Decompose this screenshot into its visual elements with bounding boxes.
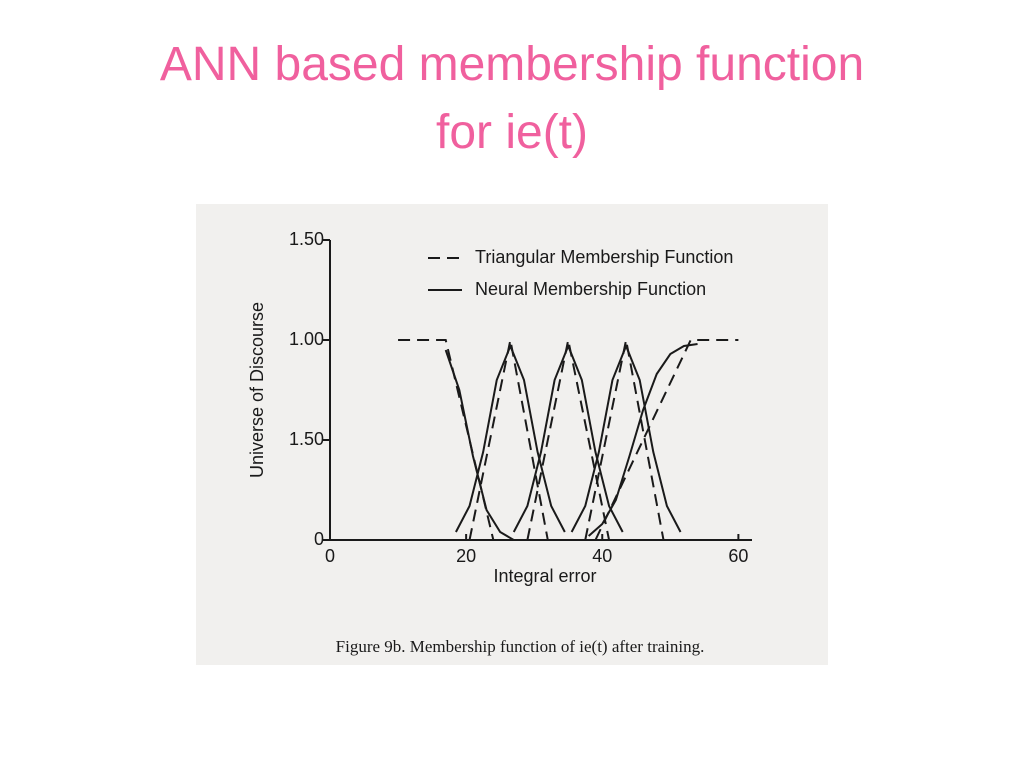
membership-curve (468, 339, 549, 541)
legend-label: Triangular Membership Function (475, 247, 733, 267)
figure-background (196, 204, 828, 665)
membership-curve (587, 343, 698, 537)
legend-label: Neural Membership Function (475, 279, 706, 299)
y-axis-label: Universe of Discourse (247, 302, 267, 478)
x-tick-label: 40 (592, 546, 612, 566)
x-tick-label: 20 (456, 546, 476, 566)
figure-caption: Figure 9b. Membership function of ie(t) … (336, 637, 705, 656)
membership-curve (512, 343, 624, 533)
membership-curve (444, 349, 515, 541)
slide-title: ANN based membership function (160, 38, 864, 91)
membership-curve (584, 339, 665, 541)
slide-title: for ie(t) (436, 106, 588, 159)
x-tick-label: 60 (728, 546, 748, 566)
membership-curve (594, 339, 739, 541)
membership-curve (455, 343, 566, 533)
membership-curve (570, 343, 682, 533)
y-tick-label: 0 (314, 529, 324, 549)
y-tick-label: 1.50 (289, 429, 324, 449)
y-tick-label: 1.50 (289, 229, 324, 249)
y-tick-label: 1.00 (289, 329, 324, 349)
x-axis-label: Integral error (493, 566, 596, 586)
membership-curve (526, 339, 611, 541)
x-tick-label: 0 (325, 546, 335, 566)
membership-curve (398, 339, 495, 541)
